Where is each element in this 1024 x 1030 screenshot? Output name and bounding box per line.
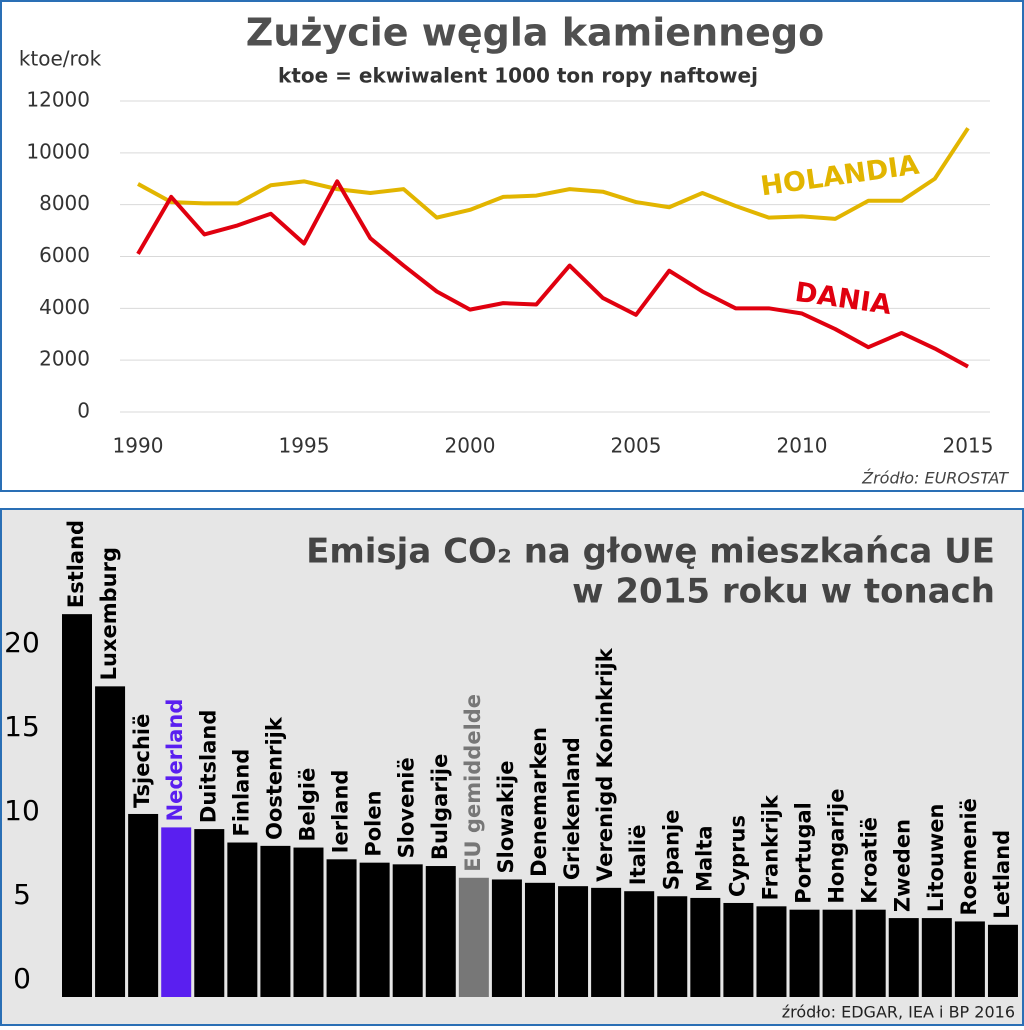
bar [95, 686, 126, 997]
bar [756, 906, 787, 997]
bar [128, 813, 159, 997]
bar-label: Slowakije [494, 761, 518, 874]
bar [921, 918, 952, 997]
bar [260, 845, 291, 997]
bar-label: Bulgarije [428, 754, 452, 860]
chart-title: w 2015 roku w tonach [572, 572, 995, 612]
bar [293, 847, 324, 997]
bar [789, 909, 820, 997]
bar-label: Polen [362, 790, 386, 856]
bar [326, 859, 357, 997]
bar [624, 891, 655, 997]
bar [954, 921, 985, 997]
y-tick-label: 0 [77, 399, 90, 423]
bar [690, 897, 721, 997]
bar [359, 862, 390, 997]
bar [723, 902, 754, 997]
bar [491, 879, 522, 997]
y-tick-label: 20 [4, 626, 40, 659]
bar [425, 866, 456, 997]
bar [524, 882, 555, 997]
bar-label: Verenigd Koninkrijk [593, 647, 617, 882]
bar-label: Slovenië [395, 757, 419, 858]
y-tick-label: 0 [13, 962, 31, 995]
bar-label: Finland [229, 749, 253, 837]
bar-label: Tsjechië [130, 714, 154, 808]
bar-label: EU gemiddelde [461, 694, 485, 872]
bar [822, 909, 853, 997]
x-tick-label: 1990 [113, 434, 164, 458]
y-tick-label: 2000 [39, 347, 90, 371]
source: Źródło: EUROSTAT [861, 469, 1009, 488]
x-tick-label: 2015 [943, 434, 994, 458]
bar-label: Ierland [329, 770, 353, 854]
bar [591, 887, 622, 997]
bar [987, 924, 1018, 997]
y-tick-label: 8000 [39, 191, 90, 215]
y-tick-label: 10000 [26, 139, 90, 163]
y-tick-label: 5 [13, 878, 31, 911]
chart-subtitle: ktoe = ekwiwalent 1000 ton ropy naftowej [278, 64, 758, 88]
line-series [137, 127, 970, 221]
x-tick-label: 2005 [611, 434, 662, 458]
bar-label: Portugal [792, 802, 816, 904]
bar-label: Luxemburg [97, 547, 121, 680]
y-tick-label: 12000 [26, 88, 90, 112]
y-tick-label: 10 [4, 794, 40, 827]
bar-label: Litouwen [924, 803, 948, 912]
panel-top [0, 0, 1024, 492]
bar [392, 864, 423, 997]
line-series [136, 179, 969, 369]
bar-label: Cyprus [725, 815, 749, 897]
bar-label: Denemarken [527, 727, 551, 877]
bar [62, 614, 92, 997]
source: źródło: EDGAR, IEA i BP 2016 [782, 1003, 1015, 1022]
bar [161, 827, 192, 997]
chart-title: Emisja CO₂ na głowę mieszkańca UE [306, 532, 995, 572]
bar-label: Duitsland [196, 710, 220, 823]
y-tick-label: 15 [4, 710, 40, 743]
x-tick-label: 2010 [777, 434, 828, 458]
bar-label: Malta [692, 825, 716, 891]
bar [458, 877, 489, 997]
bar-label: Oostenrijk [262, 716, 286, 840]
bar [888, 918, 919, 997]
bar-label: Hongarije [825, 789, 849, 904]
bar-label: Estland [64, 520, 88, 608]
bar [657, 896, 688, 997]
x-tick-label: 2000 [445, 434, 496, 458]
bar-label: Letland [990, 830, 1014, 919]
y-tick-label: 4000 [39, 295, 90, 319]
bar [194, 829, 225, 997]
bar [558, 886, 589, 997]
bar-label: Italië [626, 825, 650, 886]
y-axis-label: ktoe/rok [19, 47, 102, 71]
bar-label: Frankrijk [758, 794, 782, 900]
bar-label: Griekenland [560, 737, 584, 880]
bar [855, 909, 886, 997]
bar-label: Spanje [659, 810, 683, 891]
x-tick-label: 1995 [279, 434, 330, 458]
bar-label: België [295, 768, 319, 842]
bar-label: Nederland [163, 699, 187, 822]
bar [227, 842, 258, 997]
chart-title: Zużycie węgla kamiennego [246, 11, 825, 55]
bar-label: Roemenië [957, 798, 981, 915]
y-tick-label: 6000 [39, 243, 90, 267]
bar-label: Zweden [891, 819, 915, 912]
bar-label: Kroatië [858, 817, 882, 904]
